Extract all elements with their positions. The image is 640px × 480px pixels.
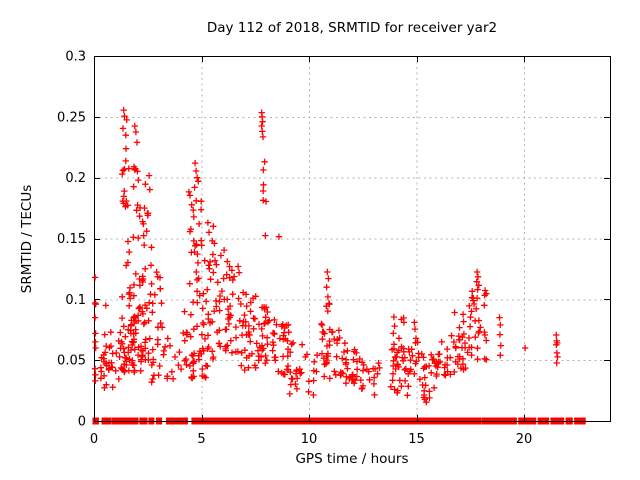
x-axis-label: GPS time / hours bbox=[295, 451, 409, 467]
y-tick-label: 0 bbox=[78, 415, 86, 430]
y-tick-label: 0.2 bbox=[65, 171, 86, 186]
x-tick-label: 20 bbox=[516, 432, 533, 447]
x-tick-label: 0 bbox=[90, 432, 98, 447]
y-axis-label: SRMTID / TECUs bbox=[19, 184, 35, 294]
x-tick-label: 10 bbox=[301, 432, 318, 447]
y-tick-label: 0.3 bbox=[65, 50, 86, 65]
x-tick-label: 5 bbox=[197, 432, 205, 447]
scatter-points bbox=[91, 106, 561, 406]
y-tick-label: 0.05 bbox=[57, 354, 86, 369]
y-tick-label: 0.15 bbox=[57, 232, 86, 247]
y-tick-label: 0.1 bbox=[65, 293, 86, 308]
x-tick-label: 15 bbox=[408, 432, 425, 447]
y-tick-label: 0.25 bbox=[57, 110, 86, 125]
chart-title: Day 112 of 2018, SRMTID for receiver yar… bbox=[206, 20, 498, 36]
